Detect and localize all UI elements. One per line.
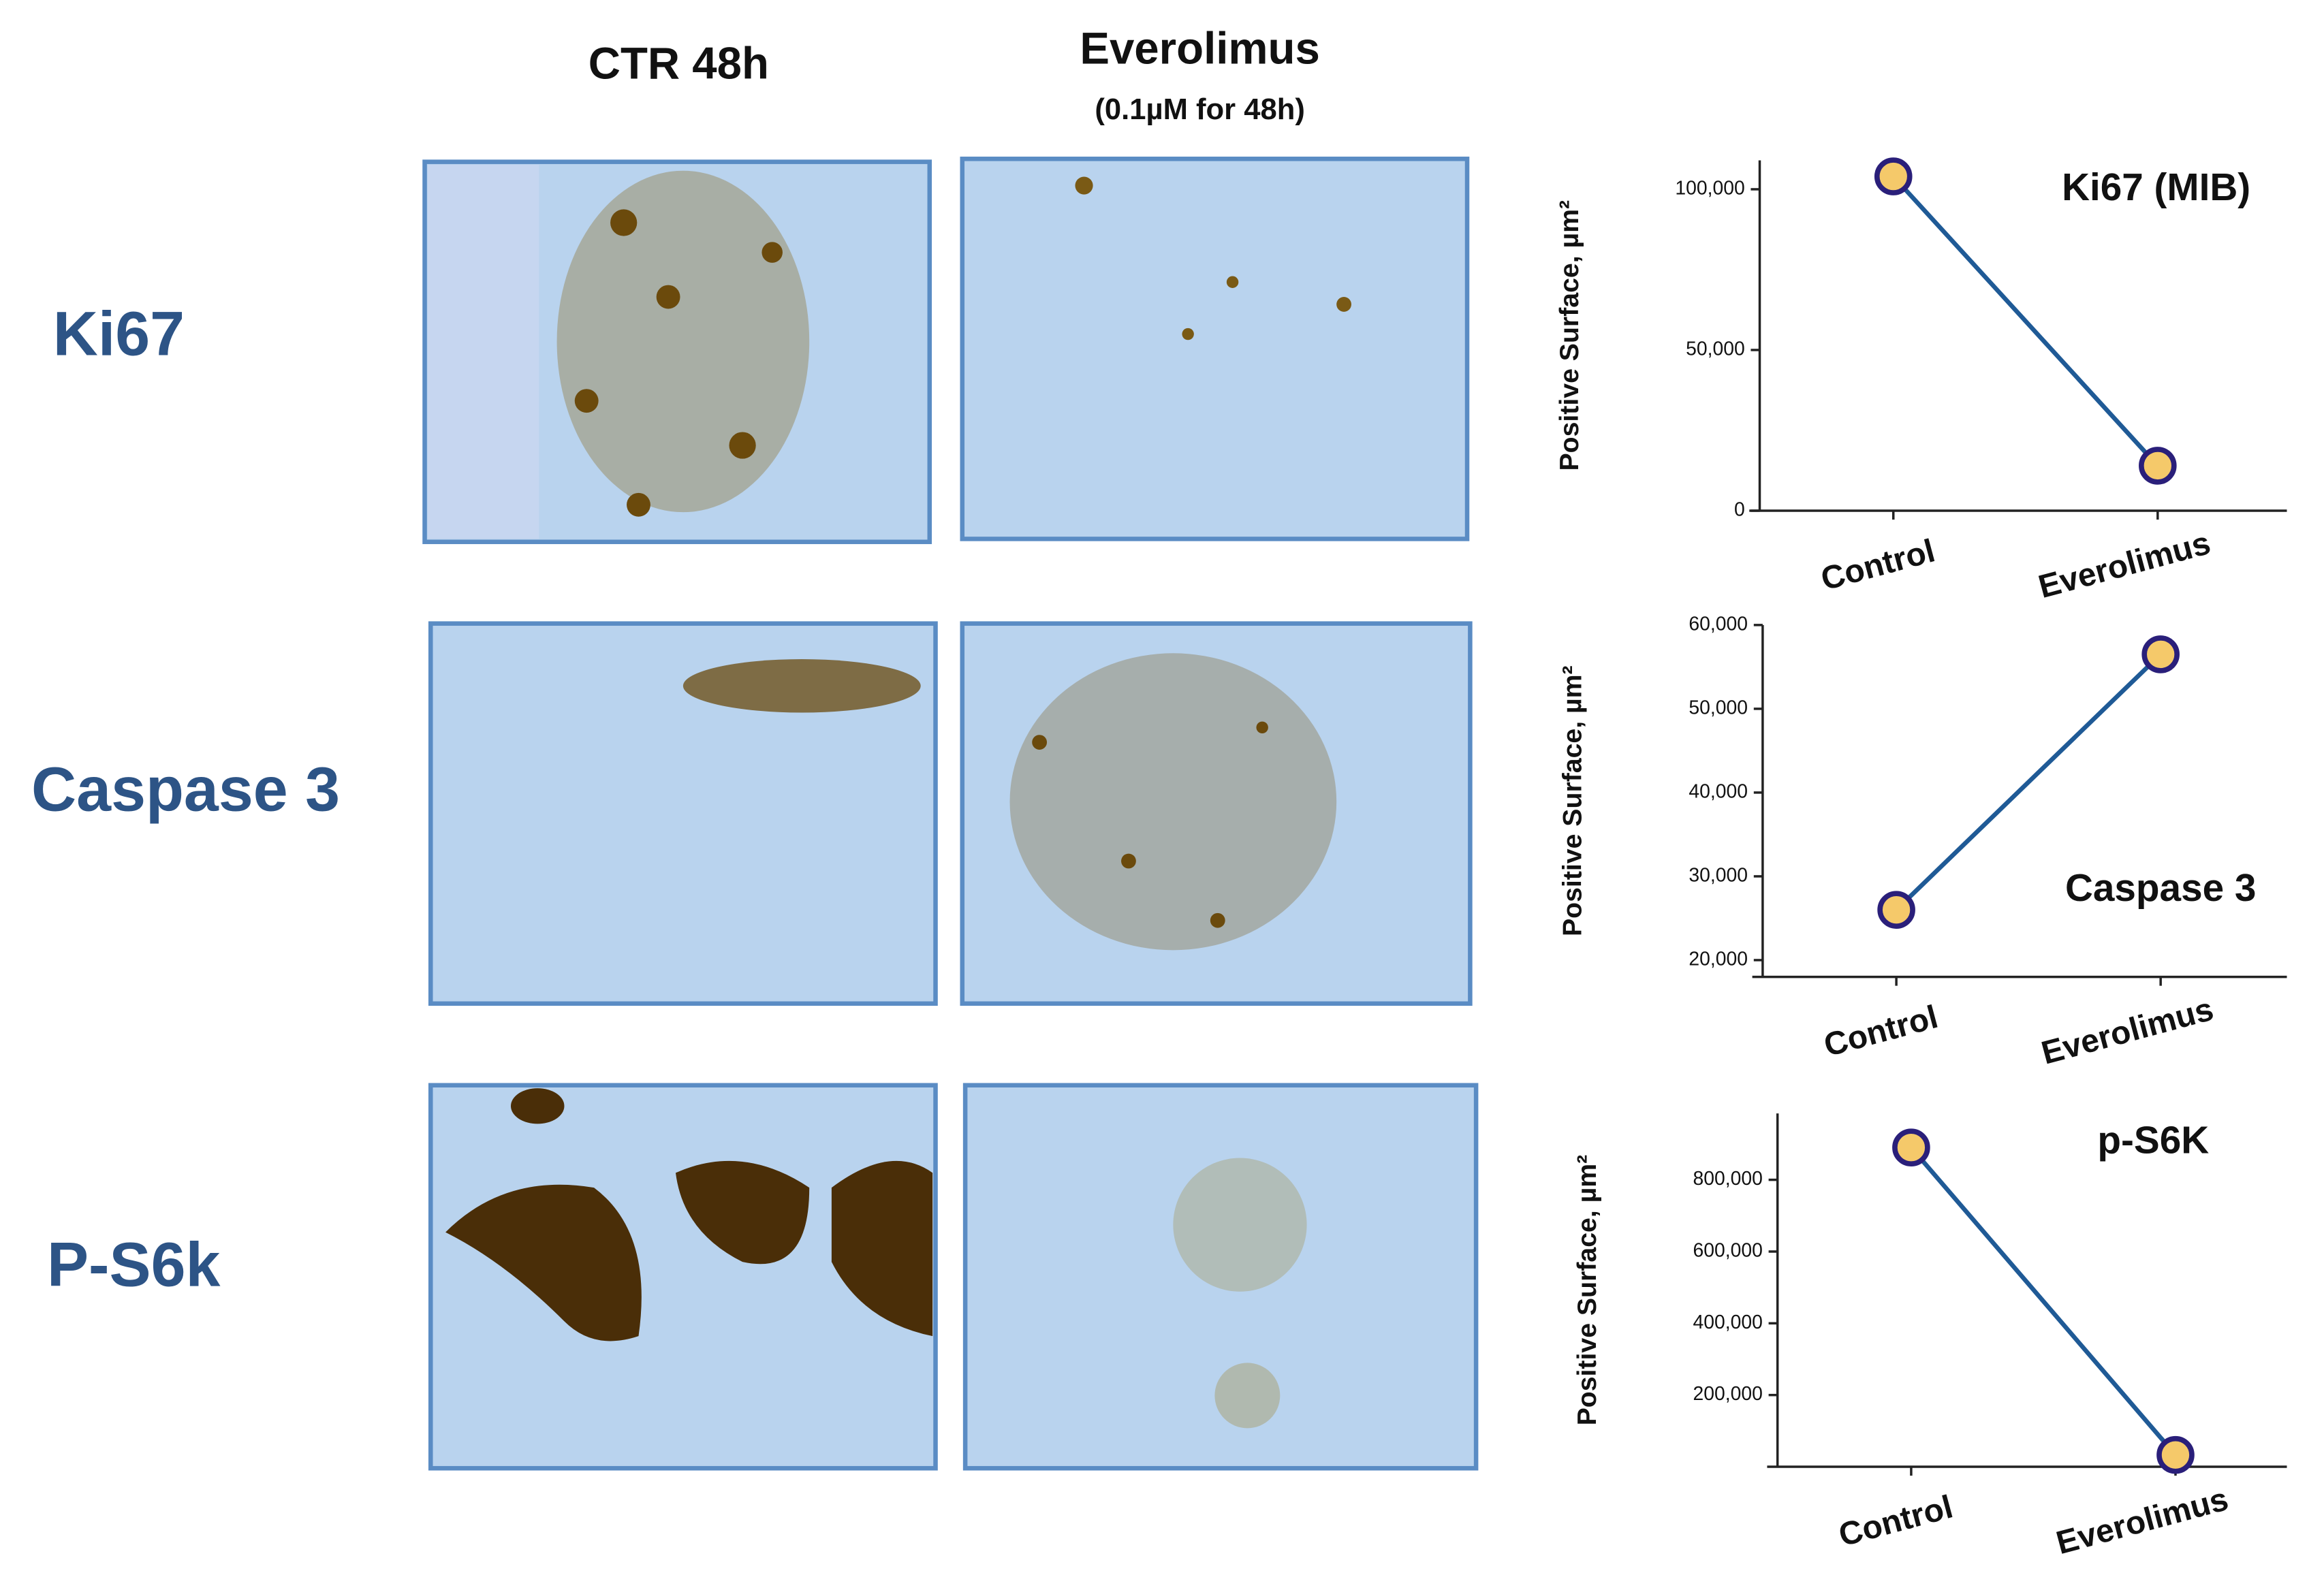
y-tick-label: 0	[1734, 498, 1745, 520]
data-line	[1909, 1146, 2178, 1457]
y-axis-label: Positive Surface, µm²	[1572, 1155, 1602, 1426]
x-tick-label: Everolimus	[2038, 991, 2217, 1072]
chart-title: Caspase 3	[2065, 867, 2256, 910]
row-label: Ki67	[53, 299, 185, 368]
y-tick-label: 60,000	[1689, 613, 1748, 635]
data-point	[1892, 1128, 1930, 1166]
chart-title: p-S6K	[2097, 1119, 2209, 1162]
column-header: CTR 48h	[588, 38, 769, 88]
x-tick-label: Control	[1817, 532, 1938, 597]
y-tick-label: 800,000	[1693, 1168, 1762, 1190]
data-point	[2139, 447, 2177, 485]
micrograph	[960, 621, 1473, 1006]
y-tick-label: 50,000	[1689, 697, 1748, 718]
micrograph	[428, 1083, 938, 1471]
column-header: Everolimus	[1080, 24, 1320, 74]
x-tick-label: Everolimus	[2053, 1481, 2232, 1561]
micrograph	[960, 157, 1470, 541]
data-point	[2156, 1435, 2195, 1474]
x-tick-label: Everolimus	[2035, 525, 2214, 605]
y-axis-label: Positive Surface, µm²	[1554, 200, 1584, 471]
micrograph	[962, 1083, 1479, 1471]
data-point	[1877, 891, 1915, 929]
data-point	[2141, 635, 2180, 673]
x-tick-label: Control	[1820, 999, 1941, 1064]
y-axis-label: Positive Surface, µm²	[1557, 665, 1587, 936]
y-tick-label: 600,000	[1693, 1239, 1762, 1261]
row-label: Caspase 3	[31, 755, 340, 825]
data-line	[1891, 174, 2160, 468]
data-point	[1874, 157, 1913, 195]
micrograph	[428, 621, 938, 1006]
y-tick-label: 20,000	[1689, 948, 1748, 970]
column-note: (0.1µM for 48h)	[1095, 93, 1305, 126]
data-line	[1894, 652, 2163, 912]
y-tick-label: 200,000	[1693, 1383, 1762, 1405]
y-tick-label: 400,000	[1693, 1311, 1762, 1333]
y-tick-label: 100,000	[1675, 177, 1744, 199]
micrograph	[422, 159, 932, 545]
chart-title: Ki67 (MIB)	[2062, 166, 2250, 209]
row-label: P-S6k	[47, 1230, 221, 1299]
x-tick-label: Control	[1835, 1489, 1956, 1553]
y-tick-label: 40,000	[1689, 780, 1748, 802]
y-tick-label: 50,000	[1686, 338, 1745, 360]
y-tick-label: 30,000	[1689, 864, 1748, 886]
